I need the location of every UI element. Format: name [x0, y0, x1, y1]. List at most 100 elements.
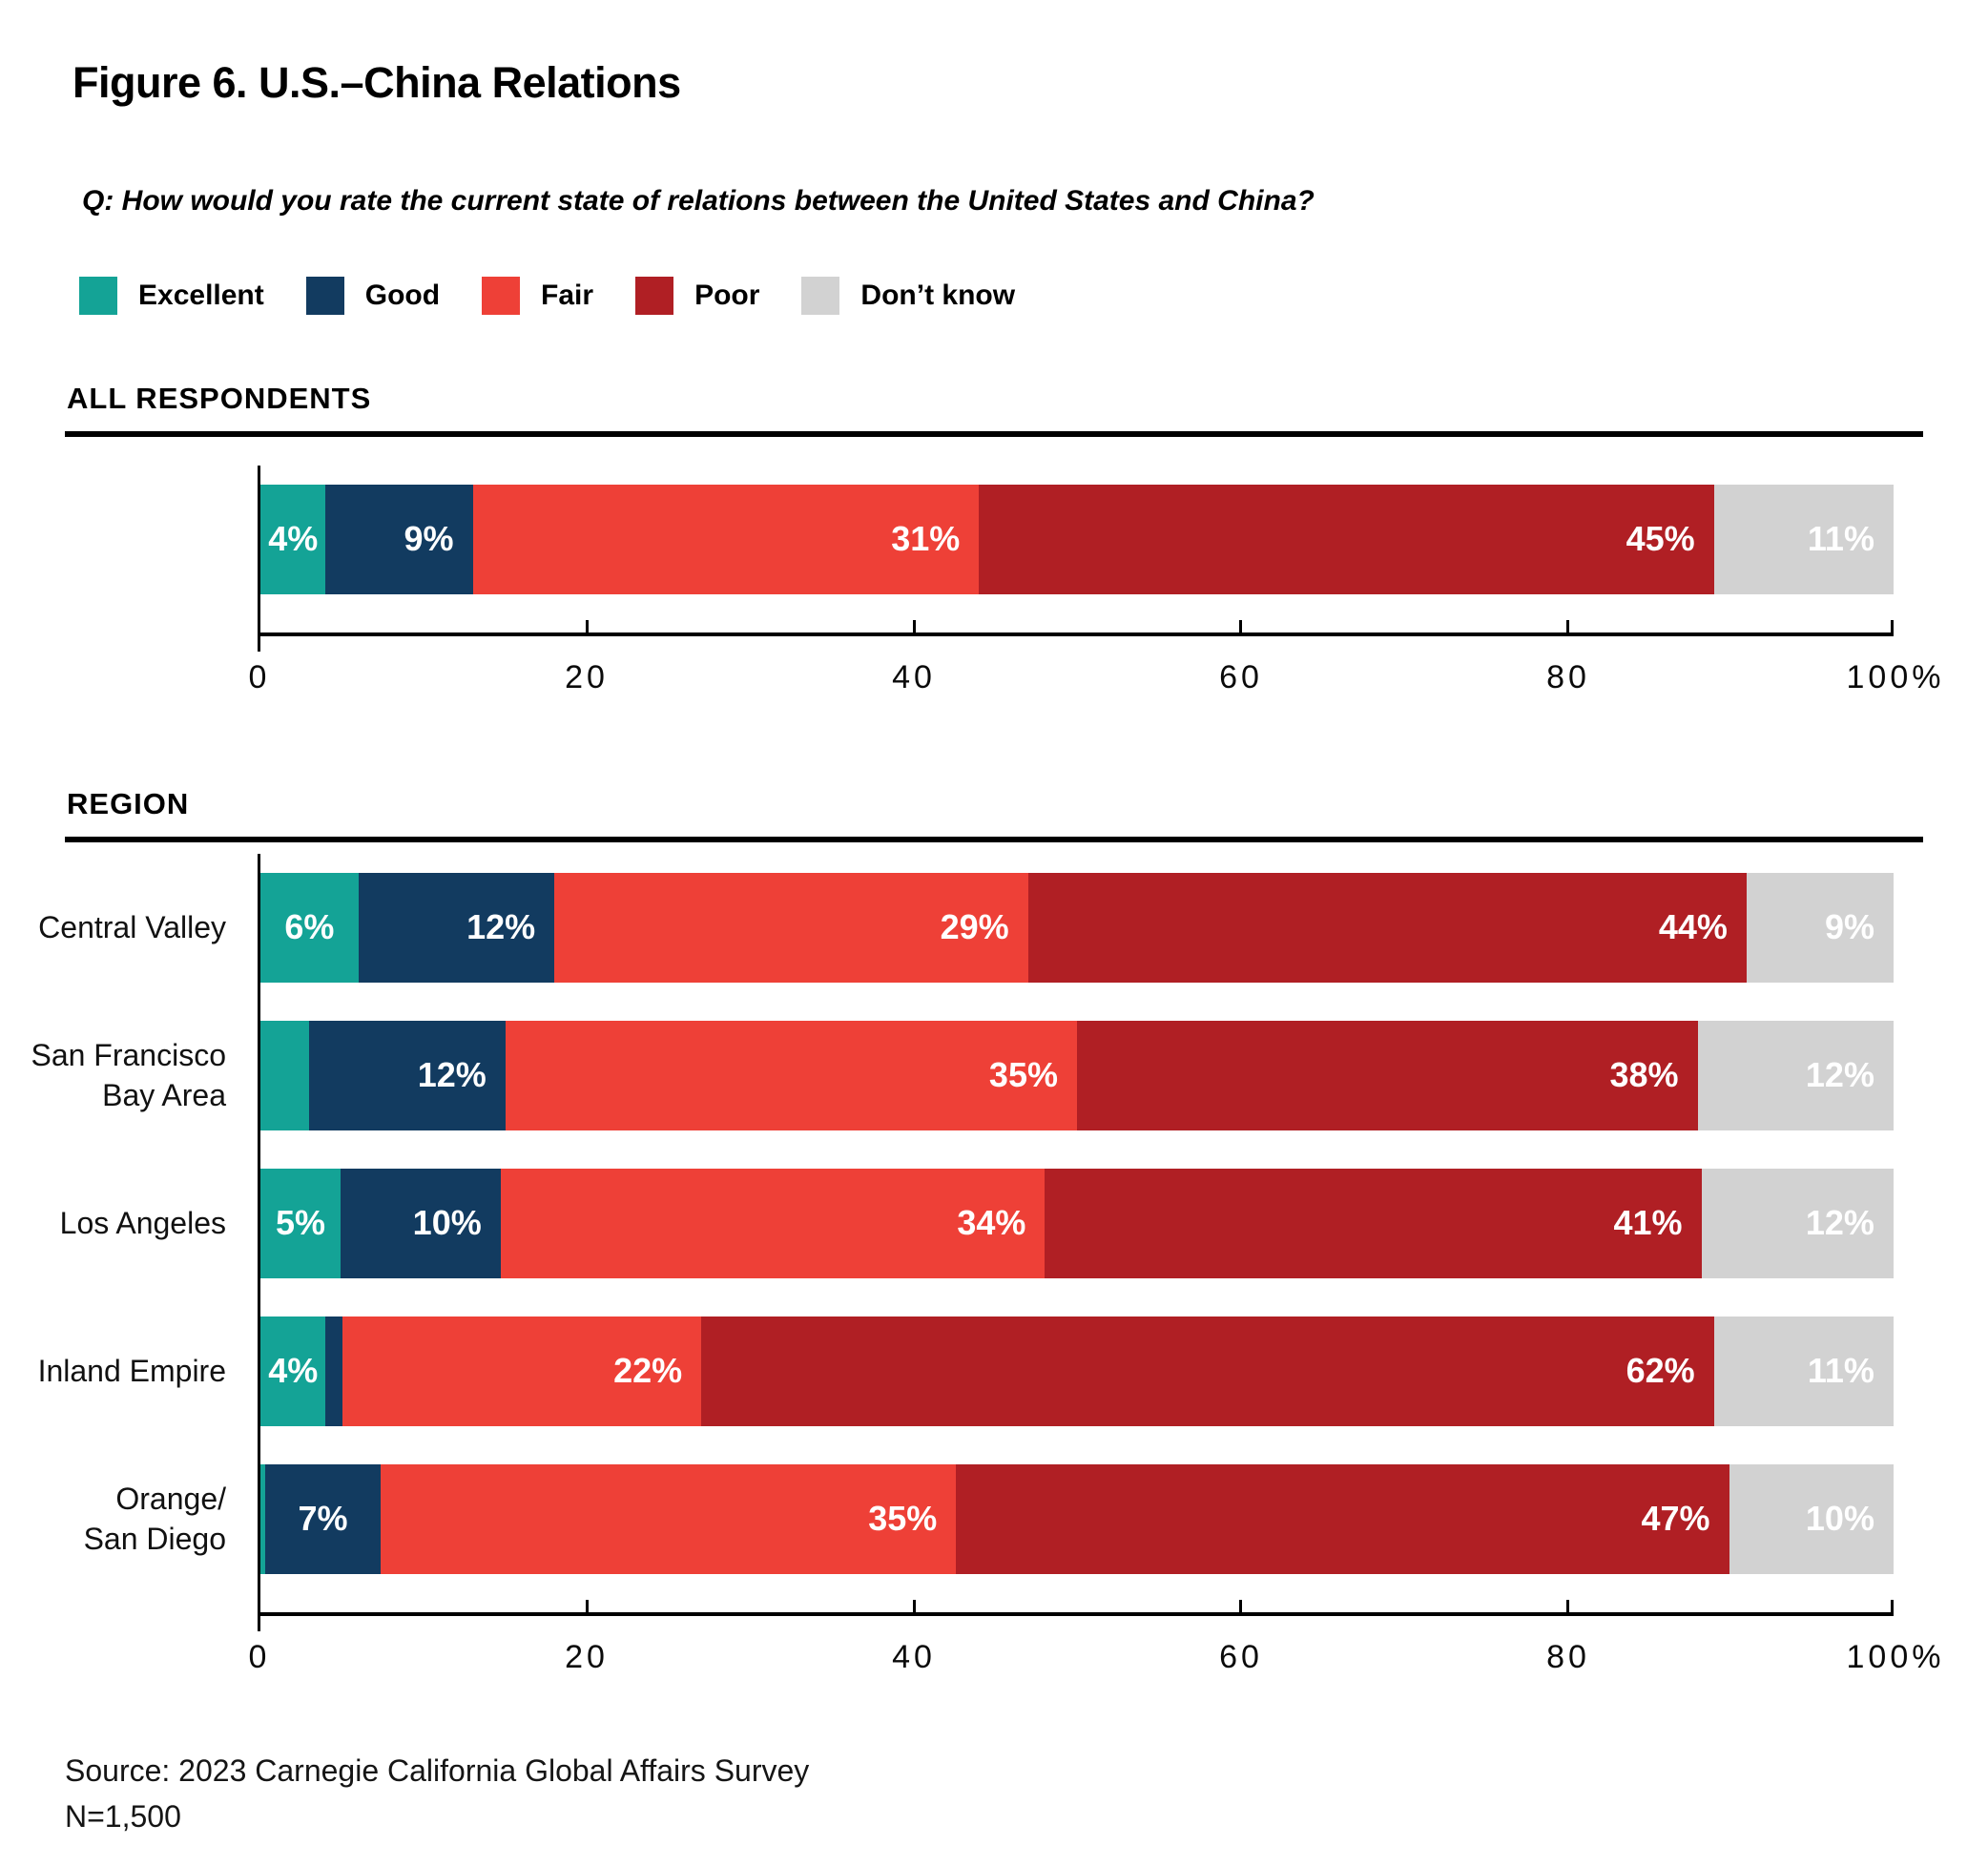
legend-swatch-excellent-icon — [79, 276, 117, 315]
axis-tick-60 — [1239, 619, 1243, 632]
bar-segment-poor: 44% — [1027, 872, 1747, 983]
legend-label: Good — [364, 279, 441, 311]
bar-value-label: 12% — [1805, 1203, 1874, 1242]
legend-swatch-fair-icon — [482, 276, 521, 315]
chart-sections: ALL RESPONDENTS 4% 9% 31% 45% 11% 0 20 40 60 80 100… — [31, 382, 1941, 1689]
stacked-bar: 4% 22% 62% 11% — [260, 1316, 1894, 1426]
bar-value-label: 47% — [1641, 1499, 1710, 1538]
bar-row-orange-san-diego: Orange/ San Diego 7% 35% 47% 10% — [84, 1463, 1894, 1574]
bar-segment-excellent: 5% — [260, 1168, 341, 1278]
axis-tick-20 — [586, 619, 590, 632]
bar-segment-don-t-know: 12% — [1701, 1168, 1894, 1278]
legend-swatch-poor-icon — [635, 276, 674, 315]
bar-segment-excellent: 6% — [260, 872, 359, 983]
bar-row-san-francisco-bay-area: San Francisco Bay Area 12% 35% 38% 12% — [31, 1020, 1894, 1130]
row-label: Los Angeles — [59, 1205, 226, 1240]
stacked-bar: 12% 35% 38% 12% — [260, 1020, 1894, 1130]
bar-segment-excellent — [260, 1020, 310, 1130]
bar-value-label: 12% — [1805, 1055, 1874, 1094]
source-block: Source: 2023 Carnegie California Global … — [65, 1748, 1923, 1839]
section-heading: ALL RESPONDENTS — [65, 382, 1923, 437]
bar-value-label: 41% — [1613, 1203, 1683, 1242]
bar-value-label: 38% — [1609, 1055, 1679, 1094]
bar-segment-poor: 45% — [979, 484, 1714, 594]
bar-value-label: 5% — [275, 1203, 325, 1242]
bar-value-label: 9% — [404, 519, 454, 558]
section-heading: REGION — [65, 787, 1923, 842]
figure-title: Figure 6. U.S.–China Relations — [72, 58, 681, 107]
stacked-bar: 6% 12% 29% 44% 9% — [260, 872, 1894, 983]
bar-value-label: 35% — [868, 1499, 938, 1538]
stacked-bar: 4% 9% 31% 45% 11% — [260, 484, 1894, 594]
bar-segment-poor: 62% — [701, 1316, 1714, 1426]
bar-segment-fair: 29% — [554, 872, 1028, 983]
bar-segment-fair: 31% — [472, 484, 980, 594]
axis-tick-80 — [1565, 1599, 1569, 1612]
axis-tick-label: 40 — [892, 1638, 936, 1675]
legend: Excellent Good Fair Poor Don’t know — [79, 276, 1923, 315]
bar-value-label: 9% — [1824, 907, 1874, 946]
bar-value-label: 22% — [613, 1351, 683, 1390]
bar-segment-good: 10% — [340, 1168, 501, 1278]
bar-segment-fair: 22% — [342, 1316, 702, 1426]
sample-size: N=1,500 — [65, 1798, 181, 1834]
axis-tick-40 — [912, 619, 916, 632]
row-label: Central Valley — [38, 909, 226, 944]
axis-tick-20 — [586, 1599, 590, 1612]
axis-tick-label: 0 — [248, 1638, 271, 1675]
axis-tick-40 — [912, 1599, 916, 1612]
bar-value-label: 10% — [412, 1203, 482, 1242]
legend-item-don-t-know: Don’t know — [801, 276, 1015, 315]
bar-value-label: 29% — [940, 907, 1009, 946]
legend-item-good: Good — [305, 276, 441, 315]
bar-value-label: 12% — [417, 1055, 487, 1094]
bar-value-label: 11% — [1807, 1351, 1874, 1390]
axis-tick-label: 20 — [565, 1638, 609, 1675]
bar-segment-good: 12% — [309, 1020, 506, 1130]
bar-segment-don-t-know: 10% — [1729, 1463, 1894, 1574]
axis-tick-80 — [1565, 619, 1569, 632]
axis-tick-100 — [1891, 619, 1894, 632]
bar-segment-fair: 34% — [500, 1168, 1046, 1278]
bar-value-label: 45% — [1626, 519, 1695, 558]
source-line: Source: 2023 Carnegie California Global … — [65, 1752, 810, 1788]
bar-value-label: 35% — [988, 1055, 1058, 1094]
bar-segment-don-t-know: 12% — [1697, 1020, 1894, 1130]
bar-segment-fair: 35% — [505, 1020, 1077, 1130]
legend-label: Poor — [694, 279, 760, 311]
section-all-respondents: ALL RESPONDENTS 4% 9% 31% 45% 11% 0 20 40 60 80 100… — [65, 382, 1941, 709]
bar-value-label: 34% — [957, 1203, 1026, 1242]
bar-segment-excellent: 4% — [260, 1316, 326, 1426]
axis-tick-label: 80 — [1546, 658, 1590, 695]
axis-tick-100 — [1891, 1599, 1894, 1612]
bar-segment-good: 9% — [325, 484, 473, 594]
legend-label: Fair — [541, 279, 594, 311]
axis-tick-label: 20 — [565, 658, 609, 695]
axis-tick-label: 80 — [1546, 1638, 1590, 1675]
survey-question: Q: How would you rate the current state … — [82, 184, 1315, 217]
bar-segment-don-t-know: 9% — [1746, 872, 1894, 983]
axis-tick-label: 100% — [1846, 658, 1945, 695]
legend-label: Excellent — [138, 279, 264, 311]
plot-area: Central Valley 6% 12% 29% 44% 9% San Francisco… — [31, 853, 1894, 1631]
row-label: Inland Empire — [37, 1353, 226, 1388]
axis-tick-label: 60 — [1219, 658, 1263, 695]
bar-row-all-respondents: 4% 9% 31% 45% 11% — [260, 484, 1894, 594]
axis-tick-60 — [1239, 1599, 1243, 1612]
legend-swatch-don-t-know-icon — [801, 276, 840, 315]
bar-value-label: 6% — [284, 907, 335, 946]
bar-segment-good: 12% — [358, 872, 555, 983]
axis-tick-label: 60 — [1219, 1638, 1263, 1675]
x-axis-labels: 0 20 40 60 80 100% — [249, 658, 1941, 709]
row-label: San Francisco Bay Area — [31, 1037, 226, 1112]
stacked-bar: 7% 35% 47% 10% — [260, 1463, 1894, 1574]
bar-value-label: 10% — [1805, 1499, 1874, 1538]
bar-segment-don-t-know: 11% — [1713, 1316, 1894, 1426]
axis-tick-label: 40 — [892, 658, 936, 695]
bar-row-inland-empire: Inland Empire 4% 22% 62% 11% — [38, 1316, 1894, 1426]
bar-value-label: 4% — [268, 519, 319, 558]
bar-value-label: 12% — [466, 907, 536, 946]
bar-segment-good — [325, 1316, 342, 1426]
axis-tick-label: 100% — [1846, 1638, 1945, 1675]
